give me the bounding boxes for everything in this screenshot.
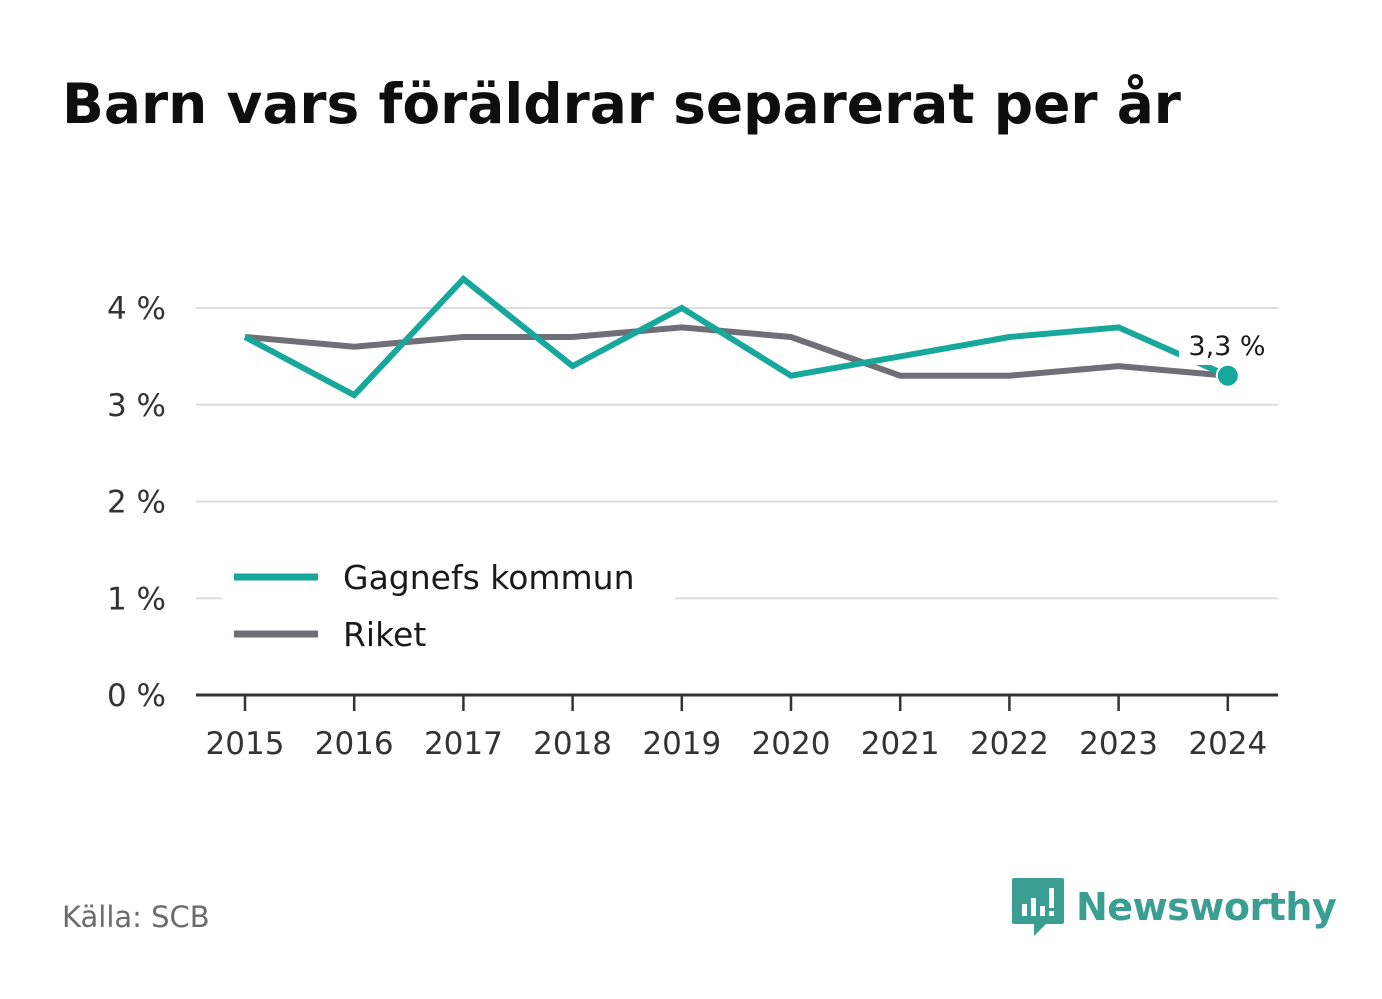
end-point-marker — [1215, 363, 1240, 388]
series-lines — [243, 274, 1230, 399]
x-tick-label: 2016 — [315, 726, 394, 762]
brand-name: Newsworthy — [1076, 885, 1337, 929]
legend-item-riket: Riket — [234, 615, 426, 654]
x-tick-label: 2021 — [861, 726, 940, 762]
source-note: Källa: SCB — [62, 900, 210, 934]
legend-label: Gagnefs kommun — [343, 558, 635, 597]
newsworthy-logo-icon — [1012, 878, 1064, 936]
y-tick-label: 2 % — [107, 485, 166, 521]
x-tick-label: 2020 — [752, 726, 831, 762]
y-tick-label: 0 % — [107, 678, 166, 714]
x-tick-label: 2019 — [642, 726, 721, 762]
data-labels: 3,3 % — [1179, 329, 1275, 388]
x-tick-label: 2018 — [533, 726, 612, 762]
end-label-background — [1179, 329, 1275, 365]
x-tick-label: 2023 — [1079, 726, 1158, 762]
series-line-gagnefs-kommun — [243, 274, 1230, 399]
x-tick-label: 2017 — [424, 726, 503, 762]
y-tick-label: 3 % — [107, 388, 166, 424]
y-tick-label: 4 % — [107, 291, 166, 327]
y-tick-label: 1 % — [107, 581, 166, 617]
end-value-label: 3,3 % — [1188, 331, 1265, 362]
y-axis-tick-labels: 0 % 1 % 2 % 3 % 4 % — [107, 291, 166, 714]
legend-item-gagnefs-kommun: Gagnefs kommun — [234, 558, 635, 597]
legend-label: Riket — [343, 615, 426, 654]
brand-logo: Newsworthy — [1012, 876, 1337, 938]
series-line-riket — [244, 324, 1229, 379]
x-tick-label: 2015 — [206, 726, 285, 762]
legend: Gagnefs kommun Riket — [222, 547, 675, 662]
x-axis: 2015 2016 2017 2018 2019 2020 2021 2022 2023 2024 — [196, 693, 1278, 762]
x-tick-label: 2024 — [1188, 726, 1267, 762]
legend-background — [222, 547, 675, 662]
x-tick-label: 2022 — [970, 726, 1049, 762]
chart-title: Barn vars föräldrar separerat per år — [62, 72, 1181, 136]
